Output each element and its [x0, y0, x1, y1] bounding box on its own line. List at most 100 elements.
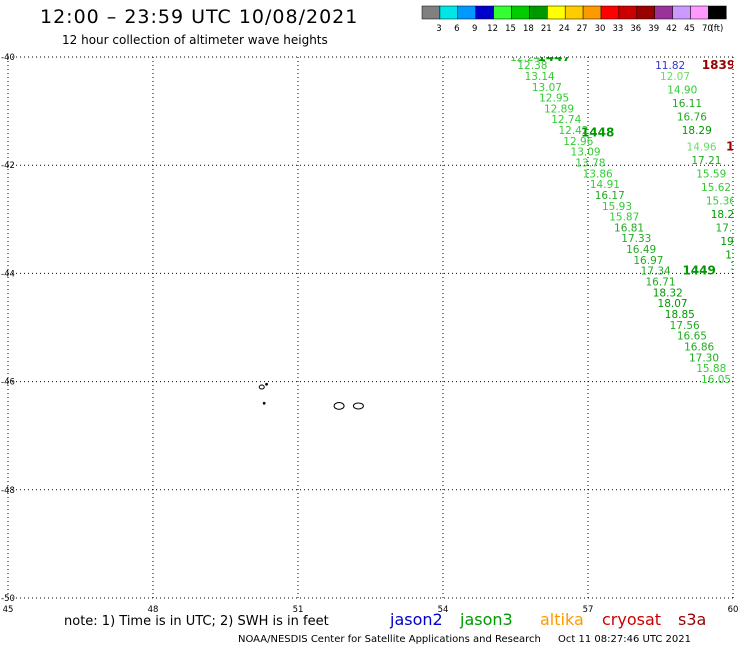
satellite-legend-s3a: s3a — [678, 610, 706, 629]
island-outline — [258, 384, 265, 390]
lon-tick-label: 54 — [438, 605, 449, 615]
grid — [7, 56, 734, 599]
lon-tick-label: 57 — [583, 605, 594, 615]
satellite-legend-jason2: jason2 — [389, 610, 443, 629]
legend-label: 15 — [505, 24, 516, 34]
wave-height-label: 15.87 — [609, 212, 639, 224]
wave-height-label: 18.07 — [658, 298, 688, 310]
wave-height-label: 12.89 — [544, 103, 574, 115]
legend-label: 24 — [559, 24, 570, 34]
wave-height-label: 16.49 — [626, 244, 656, 256]
island-outline — [262, 401, 266, 405]
wave-height-label: 16.81 — [614, 222, 644, 234]
lon-tick-label: 51 — [293, 605, 304, 615]
coastline — [258, 382, 364, 410]
wave-height-label: 14.90 — [667, 84, 697, 96]
wave-height-label: 18.32 — [653, 287, 683, 299]
wave-height-label: 12.07 — [660, 71, 690, 83]
legend-label: 27 — [577, 24, 588, 34]
wave-height-label: 19.88 — [725, 249, 740, 261]
wave-height-label: 15.93 — [602, 201, 632, 213]
wave-height-label: 12.96 — [563, 136, 593, 148]
wave-height-label: 16.65 — [677, 331, 707, 343]
lat-tick-label: -44 — [1, 269, 15, 279]
satellite-legend-jason3: jason3 — [459, 610, 513, 629]
wave-height-label: 17.33 — [621, 233, 651, 245]
footer-timestamp: Oct 11 08:27:46 UTC 2021 — [558, 634, 691, 645]
wave-height-label: 18.48 — [735, 271, 740, 283]
wave-height-label: 13.78 — [575, 157, 605, 169]
legend-label: 30 — [595, 24, 606, 34]
tracks: 12.2412.3813.1413.0712.9512.8912.7412.42… — [510, 50, 740, 386]
legend: 3 6 9 12 15 18 21 24 27 30 33 36 39 42 45 70(ft) — [421, 5, 727, 34]
island-outline — [333, 402, 345, 410]
wave-height-label: 17.86 — [716, 222, 740, 234]
lat-tick-label: -46 — [1, 378, 15, 388]
pass-time-label: 1838 — [726, 139, 740, 153]
wave-height-label: 12.24 — [510, 52, 540, 64]
lat-tick-label: -48 — [1, 486, 15, 496]
wave-height-label: 16.17 — [595, 190, 625, 202]
wave-height-label: 16.05 — [701, 374, 731, 386]
wave-height-label: 12.38 — [517, 60, 547, 72]
wave-height-label: 19.00 — [720, 236, 740, 248]
wave-height-label: 16.97 — [633, 255, 663, 267]
footer-credit: NOAA/NESDIS Center for Satellite Applica… — [238, 634, 541, 645]
wave-height-label: 13.14 — [525, 71, 555, 83]
wave-height-label: 18.20 — [711, 209, 740, 221]
pass-time-label: 1449 — [682, 264, 715, 278]
wave-height-label: 12.42 — [558, 125, 588, 137]
wave-height-label: 12.74 — [551, 114, 581, 126]
lon-tick-label: 45 — [3, 605, 14, 615]
lat-tick-label: -50 — [1, 594, 15, 604]
wave-height-label: 17.30 — [689, 352, 719, 364]
wave-height-label: 15.59 — [696, 168, 726, 180]
legend-label: 6 — [454, 24, 459, 34]
wave-height-label: 14.91 — [590, 179, 620, 191]
satellite-legend-cryosat: cryosat — [602, 610, 661, 629]
wave-height-label: 16.71 — [645, 277, 675, 289]
legend-unit: (ft) — [710, 24, 723, 34]
island-outline — [265, 382, 268, 386]
legend-label: 36 — [630, 24, 641, 34]
wave-height-label: 15.62 — [701, 182, 731, 194]
legend-swatch — [708, 5, 727, 20]
wave-height-label: 13.07 — [532, 82, 562, 94]
satellite-legend-altika: altika — [540, 610, 584, 629]
legend-label: 3 — [436, 24, 441, 34]
legend-label: 39 — [648, 24, 659, 34]
wave-height-label: 13.86 — [583, 168, 613, 180]
chart-subtitle: 12 hour collection of altimeter wave hei… — [62, 33, 328, 47]
wave-height-label: 12.95 — [539, 93, 569, 105]
wave-height-label: 18.29 — [682, 125, 712, 137]
wave-height-label: 15.36 — [706, 195, 736, 207]
pass-time-label: 1839 — [702, 58, 735, 72]
note-text: note: 1) Time is in UTC; 2) SWH is in fe… — [64, 614, 329, 629]
chart-title: 12:00 – 23:59 UTC 10/08/2021 — [40, 6, 359, 28]
wave-height-label: 14.96 — [687, 141, 717, 153]
wave-height-label: 16.76 — [677, 112, 707, 124]
wave-height-label: 18.63 — [730, 260, 740, 272]
wave-height-label: 16.86 — [684, 341, 714, 353]
wave-height-label: 18.85 — [665, 309, 695, 321]
footer: NOAA/NESDIS Center for Satellite Applica… — [238, 634, 691, 645]
lon-tick-label: 48 — [148, 605, 159, 615]
island-outline — [352, 402, 364, 410]
legend-label: 21 — [541, 24, 552, 34]
wave-height-label: 16.11 — [672, 98, 702, 110]
pass-time-label: 1448 — [581, 126, 614, 140]
legend-label: 12 — [487, 24, 498, 34]
wave-height-label: 11.82 — [655, 60, 685, 72]
pass-time-label: 1447 — [537, 50, 570, 64]
legend-label: 42 — [666, 24, 677, 34]
wave-height-label: 17.21 — [691, 155, 721, 167]
legend-label: 18 — [523, 24, 534, 34]
legend-label: 45 — [684, 24, 695, 34]
wave-height-label: 17.34 — [641, 266, 671, 278]
lon-tick-label: 60 — [728, 605, 739, 615]
legend-label: 33 — [612, 24, 623, 34]
wave-height-label: 17.56 — [670, 320, 700, 332]
wave-height-label: 13.09 — [571, 147, 601, 159]
legend-label: 70 — [702, 24, 713, 34]
